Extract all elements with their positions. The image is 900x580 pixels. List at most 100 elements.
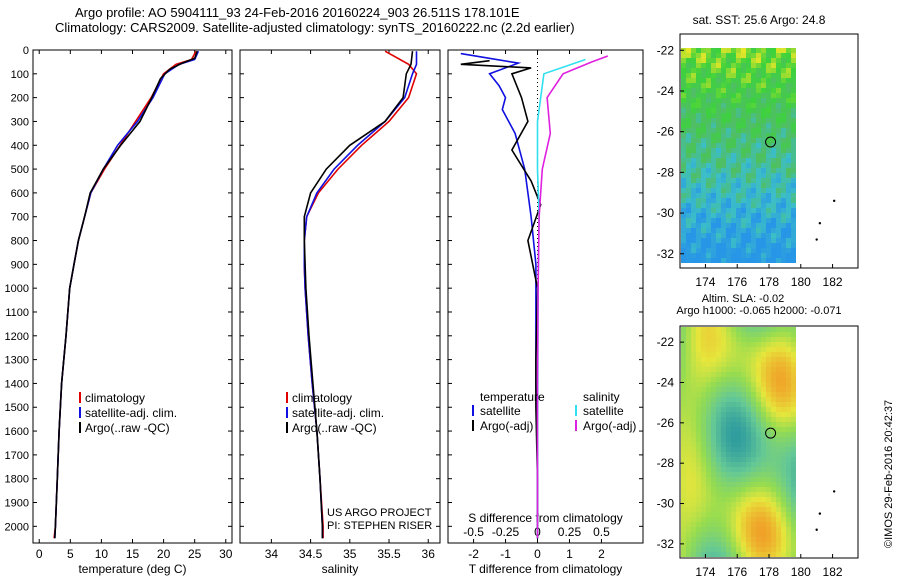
map-cell — [791, 462, 796, 467]
map-cell — [706, 407, 711, 412]
map-cell — [791, 517, 796, 522]
map-cell — [781, 472, 786, 477]
map-cell — [691, 133, 696, 138]
map-cell — [711, 387, 716, 392]
map-cell — [791, 218, 796, 223]
map-cell — [736, 457, 741, 462]
map-cell — [776, 452, 781, 457]
map-cell — [781, 462, 786, 467]
map-cell — [706, 83, 711, 88]
map-cell — [781, 357, 786, 362]
map-cell — [761, 427, 766, 432]
map-cell — [756, 158, 761, 163]
map-cell — [781, 477, 786, 482]
map-cell — [761, 223, 766, 228]
map-cell — [691, 487, 696, 492]
map-cell — [681, 367, 686, 372]
map-cell — [771, 517, 776, 522]
map-cell — [751, 512, 756, 517]
map-cell — [691, 527, 696, 532]
map-cell — [741, 432, 746, 437]
map-cell — [781, 337, 786, 342]
map-cell — [751, 118, 756, 123]
map-cell — [681, 527, 686, 532]
map-cell — [706, 238, 711, 243]
map-cell — [681, 143, 686, 148]
map-cell — [781, 158, 786, 163]
map-cell — [736, 432, 741, 437]
map-cell — [711, 427, 716, 432]
map-cell — [681, 337, 686, 342]
map-cell — [701, 208, 706, 213]
map-cell — [776, 342, 781, 347]
map-cell — [781, 327, 786, 332]
map-cell — [701, 482, 706, 487]
map-cell — [756, 213, 761, 218]
map-cell — [711, 68, 716, 73]
map-cell — [761, 502, 766, 507]
map-cell — [786, 108, 791, 113]
map-cell — [746, 53, 751, 58]
map-cell — [726, 228, 731, 233]
map-cell — [741, 462, 746, 467]
map-cell — [756, 402, 761, 407]
map-cell — [781, 492, 786, 497]
map-cell — [736, 487, 741, 492]
map-cell — [696, 93, 701, 98]
map-cell — [691, 108, 696, 113]
map-cell — [751, 412, 756, 417]
map-cell — [731, 53, 736, 58]
map-cell — [776, 362, 781, 367]
map-cell — [756, 243, 761, 248]
map-cell — [766, 342, 771, 347]
map-cell — [726, 203, 731, 208]
map-cell — [781, 228, 786, 233]
map-cell — [681, 218, 686, 223]
map-cell — [786, 73, 791, 78]
map-cell — [746, 552, 751, 557]
map-cell — [751, 367, 756, 372]
map-cell — [761, 402, 766, 407]
map-cell — [781, 362, 786, 367]
map-cell — [791, 153, 796, 158]
map-cell — [791, 377, 796, 382]
map-cell — [761, 108, 766, 113]
x-tick-label: 34.5 — [299, 547, 323, 561]
map-cell — [706, 48, 711, 53]
map-cell — [776, 532, 781, 537]
map-cell — [781, 537, 786, 542]
map-cell — [761, 198, 766, 203]
map-cell — [791, 53, 796, 58]
map-cell — [701, 228, 706, 233]
map-cell — [766, 387, 771, 392]
map-cell — [696, 258, 701, 263]
map-cell — [701, 367, 706, 372]
map-cell — [746, 88, 751, 93]
map-cell — [781, 68, 786, 73]
map-cell — [691, 517, 696, 522]
map-cell — [766, 372, 771, 377]
map-title: sat. SST: 25.6 Argo: 24.8 — [693, 13, 826, 27]
map-cell — [751, 178, 756, 183]
map-cell — [781, 367, 786, 372]
map-cell — [696, 243, 701, 248]
map-cell — [751, 113, 756, 118]
map-cell — [761, 412, 766, 417]
map-cell — [701, 248, 706, 253]
map-cell — [791, 248, 796, 253]
map-cell — [741, 173, 746, 178]
map-cell — [736, 407, 741, 412]
map-cell — [716, 218, 721, 223]
map-cell — [756, 347, 761, 352]
map-cell — [781, 128, 786, 133]
map-cell — [766, 432, 771, 437]
map-cell — [726, 243, 731, 248]
map-cell — [751, 158, 756, 163]
map-cell — [736, 497, 741, 502]
map-cell — [766, 73, 771, 78]
map-cell — [731, 367, 736, 372]
map-cell — [686, 148, 691, 153]
map-cell — [791, 367, 796, 372]
map-cell — [791, 397, 796, 402]
map-cell — [766, 477, 771, 482]
